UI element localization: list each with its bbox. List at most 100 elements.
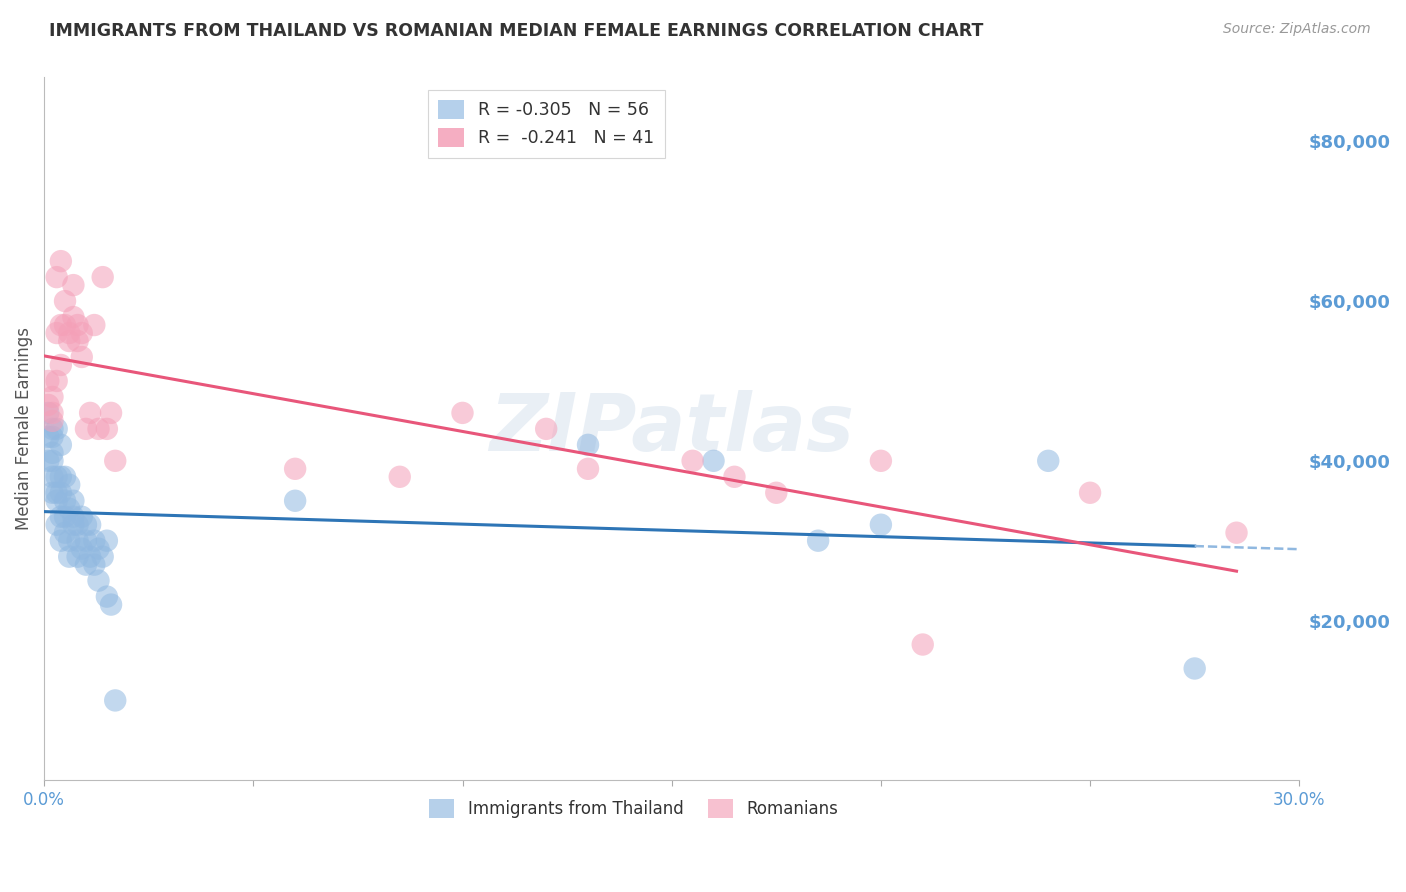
- Point: [70, 509, 93, 524]
- Point: [87, 574, 110, 588]
- Point: [75, 558, 97, 572]
- Point: [53, 470, 76, 484]
- Point: [807, 533, 830, 548]
- Point: [87, 422, 110, 436]
- Point: [79, 406, 101, 420]
- Point: [41, 422, 63, 436]
- Point: [58, 501, 80, 516]
- Point: [49, 470, 72, 484]
- Point: [66, 318, 89, 332]
- Point: [45, 270, 67, 285]
- Point: [96, 422, 118, 436]
- Point: [870, 517, 893, 532]
- Point: [45, 470, 67, 484]
- Point: [75, 517, 97, 532]
- Point: [451, 406, 474, 420]
- Point: [534, 422, 557, 436]
- Point: [45, 422, 67, 436]
- Point: [1225, 525, 1247, 540]
- Point: [41, 430, 63, 444]
- Point: [702, 454, 724, 468]
- Point: [79, 517, 101, 532]
- Point: [96, 590, 118, 604]
- Point: [83, 558, 105, 572]
- Point: [45, 374, 67, 388]
- Point: [284, 493, 307, 508]
- Point: [58, 477, 80, 491]
- Point: [576, 462, 599, 476]
- Point: [45, 493, 67, 508]
- Point: [75, 422, 97, 436]
- Point: [66, 549, 89, 564]
- Point: [49, 358, 72, 372]
- Point: [41, 485, 63, 500]
- Point: [66, 533, 89, 548]
- Point: [870, 454, 893, 468]
- Point: [83, 318, 105, 332]
- Point: [682, 454, 704, 468]
- Point: [66, 334, 89, 348]
- Point: [45, 326, 67, 340]
- Text: ZIPatlas: ZIPatlas: [489, 390, 855, 468]
- Point: [45, 517, 67, 532]
- Point: [41, 414, 63, 428]
- Point: [49, 318, 72, 332]
- Point: [70, 541, 93, 556]
- Point: [37, 430, 59, 444]
- Point: [70, 326, 93, 340]
- Point: [388, 470, 411, 484]
- Point: [49, 509, 72, 524]
- Point: [62, 493, 84, 508]
- Point: [100, 406, 122, 420]
- Point: [75, 533, 97, 548]
- Point: [58, 326, 80, 340]
- Text: Source: ZipAtlas.com: Source: ZipAtlas.com: [1223, 22, 1371, 37]
- Point: [58, 334, 80, 348]
- Point: [1038, 454, 1060, 468]
- Point: [284, 462, 307, 476]
- Point: [53, 294, 76, 309]
- Point: [37, 398, 59, 412]
- Point: [91, 549, 114, 564]
- Point: [91, 270, 114, 285]
- Point: [62, 310, 84, 324]
- Point: [104, 693, 127, 707]
- Point: [58, 533, 80, 548]
- Point: [66, 517, 89, 532]
- Point: [765, 485, 787, 500]
- Point: [49, 438, 72, 452]
- Point: [45, 485, 67, 500]
- Point: [104, 454, 127, 468]
- Point: [49, 485, 72, 500]
- Point: [79, 549, 101, 564]
- Point: [49, 254, 72, 268]
- Point: [96, 533, 118, 548]
- Point: [41, 406, 63, 420]
- Point: [62, 517, 84, 532]
- Point: [62, 278, 84, 293]
- Point: [58, 549, 80, 564]
- Point: [100, 598, 122, 612]
- Point: [911, 638, 934, 652]
- Point: [1184, 661, 1206, 675]
- Text: IMMIGRANTS FROM THAILAND VS ROMANIAN MEDIAN FEMALE EARNINGS CORRELATION CHART: IMMIGRANTS FROM THAILAND VS ROMANIAN MED…: [49, 22, 984, 40]
- Point: [53, 509, 76, 524]
- Point: [41, 446, 63, 460]
- Legend: Immigrants from Thailand, Romanians: Immigrants from Thailand, Romanians: [423, 793, 845, 825]
- Point: [41, 390, 63, 404]
- Point: [576, 438, 599, 452]
- Point: [37, 374, 59, 388]
- Point: [53, 493, 76, 508]
- Point: [37, 454, 59, 468]
- Point: [83, 533, 105, 548]
- Point: [1078, 485, 1101, 500]
- Point: [87, 541, 110, 556]
- Point: [62, 509, 84, 524]
- Point: [53, 525, 76, 540]
- Point: [70, 350, 93, 364]
- Point: [41, 454, 63, 468]
- Point: [723, 470, 745, 484]
- Y-axis label: Median Female Earnings: Median Female Earnings: [15, 327, 32, 531]
- Point: [49, 533, 72, 548]
- Point: [53, 318, 76, 332]
